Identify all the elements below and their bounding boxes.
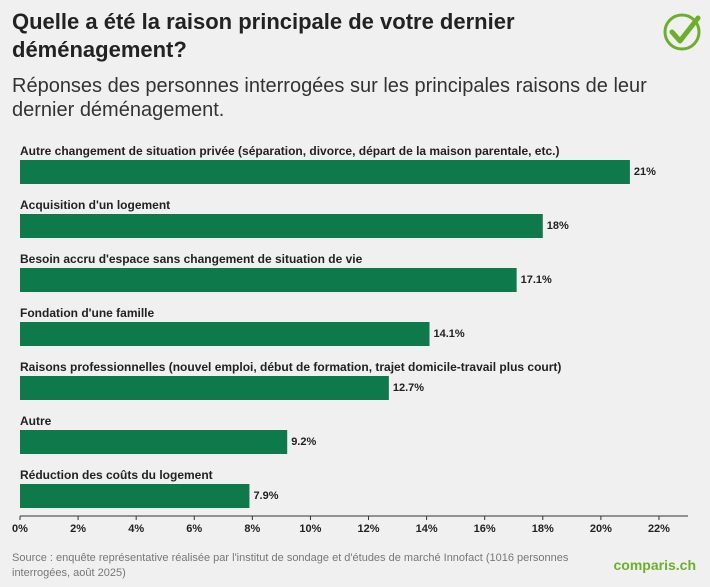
x-tick-label: 10%: [299, 523, 321, 535]
value-label: 21%: [634, 166, 656, 178]
x-tick-label: 18%: [532, 523, 554, 535]
value-label: 7.9%: [253, 490, 278, 502]
x-tick-label: 2%: [70, 523, 86, 535]
category-label: Autre changement de situation privée (sé…: [20, 144, 559, 158]
x-tick-label: 12%: [358, 523, 380, 535]
bar: [20, 376, 389, 400]
value-label: 14.1%: [434, 328, 465, 340]
x-tick-label: 0%: [12, 523, 28, 535]
x-tick-label: 22%: [648, 523, 670, 535]
x-tick-label: 16%: [474, 523, 496, 535]
category-label: Autre: [20, 414, 52, 428]
value-label: 17.1%: [521, 274, 552, 286]
value-label: 18%: [547, 220, 569, 232]
category-label: Fondation d'une famille: [20, 306, 155, 320]
category-label: Raisons professionnelles (nouvel emploi,…: [20, 360, 561, 374]
category-label: Réduction des coûts du logement: [20, 468, 213, 482]
bar: [20, 214, 543, 238]
bar: [20, 160, 630, 184]
x-tick-label: 4%: [128, 523, 144, 535]
value-label: 12.7%: [393, 382, 424, 394]
category-label: Besoin accru d'espace sans changement de…: [20, 252, 363, 266]
category-label: Acquisition d'un logement: [20, 198, 170, 212]
chart-subtitle: Réponses des personnes interrogées sur l…: [12, 75, 647, 121]
x-tick-label: 14%: [416, 523, 438, 535]
x-tick-label: 6%: [186, 523, 202, 535]
chart-title: Quelle a été la raison principale de vot…: [12, 9, 515, 62]
logo-check: [663, 13, 701, 51]
x-tick-label: 8%: [244, 523, 260, 535]
x-tick-label: 20%: [590, 523, 612, 535]
brand: comparis.ch: [613, 557, 696, 573]
bar: [20, 484, 250, 508]
source-note: Source : enquête représentative réalisée…: [12, 552, 569, 579]
value-label: 9.2%: [291, 436, 316, 448]
bar: [20, 322, 430, 346]
bar: [20, 430, 288, 454]
bar: [20, 268, 517, 292]
